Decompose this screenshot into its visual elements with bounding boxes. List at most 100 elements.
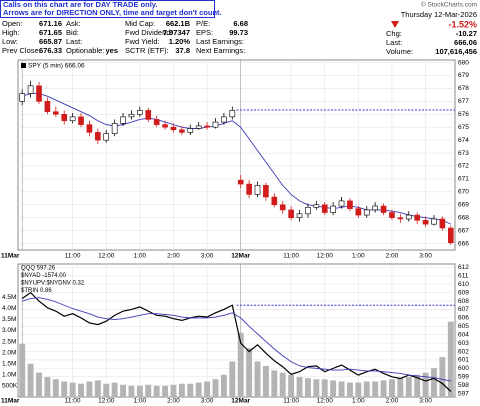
volume-bar [313, 379, 320, 397]
volume-bar [52, 379, 59, 397]
down-arrow [391, 21, 399, 28]
candle-body [263, 185, 269, 198]
x-tick-label: 1:00 [134, 398, 147, 405]
candle-body [145, 110, 152, 120]
candle-body [355, 208, 362, 216]
candle-body [447, 227, 454, 244]
volume-tick-label: 3.5M [2, 316, 16, 323]
candle-body [187, 128, 194, 133]
candle-body [170, 126, 177, 131]
field-value: 666.06 [454, 38, 477, 47]
volume-bar [44, 377, 51, 397]
y-tick-label: 608 [458, 298, 469, 305]
candle-body [212, 121, 219, 128]
candle-body [296, 213, 303, 218]
legend-swatch [21, 63, 26, 68]
candle-body [36, 85, 42, 102]
volume-bar [422, 372, 429, 397]
candle-body [103, 133, 110, 141]
volume-bar [78, 383, 84, 397]
volume-bar [86, 381, 93, 397]
candle-body [61, 113, 68, 122]
candle-body [153, 119, 160, 125]
field-value: 671.65 [39, 28, 62, 37]
volume-tick-label: 3.0M [2, 327, 16, 334]
volume-tick-label: 1.0M [2, 372, 16, 379]
field-label: Volume: [386, 47, 413, 56]
field-label: Mid Cap: [125, 19, 155, 28]
candle-body [380, 205, 387, 213]
x-tick-label: 3:00 [201, 253, 214, 260]
volume-bar [220, 374, 227, 397]
y-tick-label: 610 [458, 281, 469, 288]
x-tick-label: 1:00 [134, 253, 147, 260]
volume-bar [262, 365, 269, 397]
x-tick-label: 12:00 [317, 398, 334, 405]
volume-bar [145, 384, 152, 397]
y-tick-label: 673 [458, 150, 469, 157]
x-tick-label: 3:00 [419, 253, 432, 260]
field-label: EPS: [196, 28, 213, 37]
field-label: Last: [386, 38, 402, 47]
candle-body [162, 124, 168, 128]
candle-body [397, 217, 404, 220]
candle-body [19, 93, 26, 102]
y-tick-label: 676 [458, 111, 469, 118]
credit: © StockCharts.com [421, 1, 477, 9]
x-tick-label: 12:00 [317, 253, 334, 260]
candle-body [372, 205, 378, 211]
volume-bar [170, 384, 177, 397]
candle-body [221, 116, 227, 123]
volume-bar [397, 378, 404, 397]
volume-bar [439, 357, 446, 397]
candle-body [246, 183, 252, 195]
volume-bar [296, 377, 303, 397]
field-label: Chg: [386, 29, 402, 38]
x-tick-label: 11Mar [1, 253, 20, 260]
x-tick-label: 2:00 [386, 253, 399, 260]
candle-body [120, 116, 126, 124]
x-tick-label: 1:00 [352, 398, 365, 405]
y-tick-label: 669 [458, 201, 469, 208]
y-tick-label: 605 [458, 323, 469, 330]
volume-bar [254, 361, 261, 397]
y-tick-label: 611 [458, 273, 469, 280]
y-tick-label: 667 [458, 227, 469, 234]
y-tick-label: 603 [458, 340, 469, 347]
field-value: 671.16 [39, 19, 62, 28]
volume-tick-label: 2.5M [2, 338, 16, 345]
volume-bar [69, 382, 76, 397]
x-tick-label: 3:00 [201, 398, 214, 405]
volume-bar [136, 385, 143, 397]
field-value: yes [105, 46, 118, 55]
candle-body [321, 204, 328, 213]
x-tick-label: 12:00 [98, 253, 115, 260]
note-line: Arrows are for DIRECTION ONLY, time and … [3, 8, 222, 17]
volume-bar [431, 368, 437, 397]
candle-body [237, 179, 244, 185]
field-value: 99.73 [229, 28, 248, 37]
x-tick-label: 1:00 [352, 253, 365, 260]
x-tick-label: 11:00 [283, 398, 299, 405]
y-tick-label: 680 [458, 59, 469, 66]
field-value: 676.33 [39, 46, 62, 55]
candle-body [279, 204, 286, 211]
field-label: SCTR (ETF): [125, 46, 169, 55]
volume-bar [162, 385, 169, 397]
volume-bar [271, 370, 278, 397]
volume-bar [330, 380, 337, 397]
volume-bar [389, 379, 395, 397]
volume-bar [355, 382, 362, 397]
y-tick-label: 609 [458, 289, 469, 296]
candle-body [86, 124, 93, 133]
candle-body [69, 116, 76, 122]
volume-bar [128, 385, 135, 397]
x-tick-label: 11:00 [65, 398, 81, 405]
volume-tick-label: 4.5M [2, 294, 16, 301]
legend-label: SPY (5 min) 666.06 [28, 63, 85, 70]
volume-bar [363, 381, 370, 397]
volume-bar [288, 374, 295, 397]
candle-body [338, 200, 345, 207]
field-value: -10.27 [456, 29, 477, 38]
